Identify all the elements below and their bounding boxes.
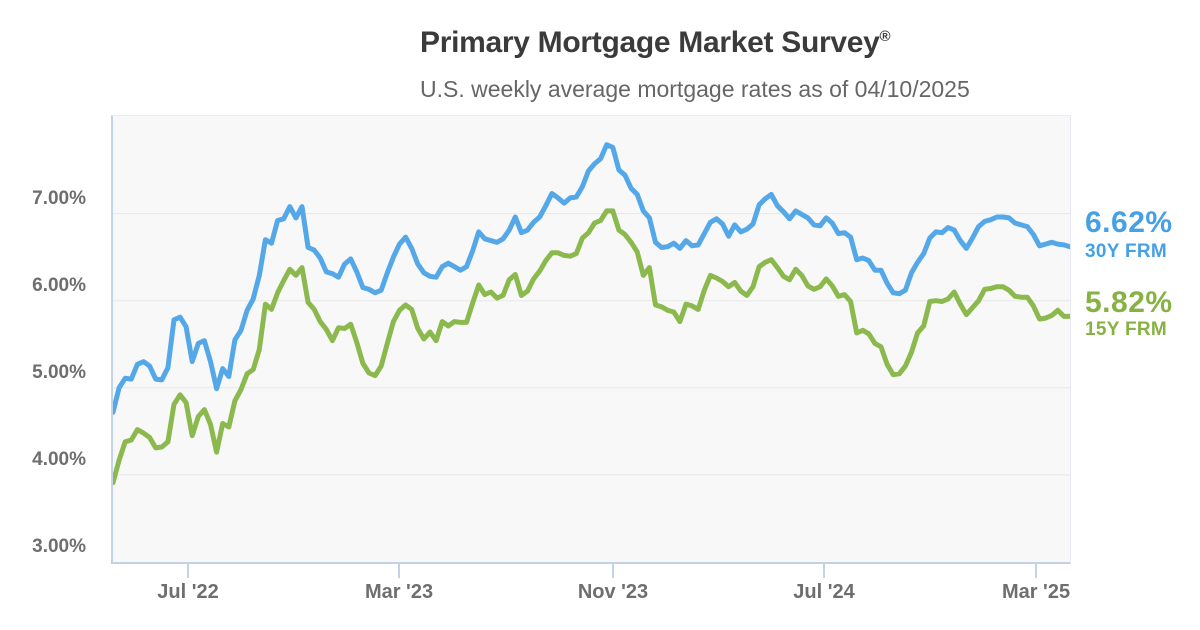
- registered-trademark-symbol: ®: [879, 28, 891, 45]
- page-title: Primary Mortgage Market Survey®: [420, 26, 891, 60]
- x-axis-label: Jul '24: [793, 581, 855, 603]
- x-axis-label: Mar '25: [1001, 581, 1071, 603]
- y-axis-label: 7.00%: [32, 188, 86, 209]
- y-axis-label: 5.00%: [32, 362, 86, 383]
- legend-15y-rate: 5.82%: [1085, 286, 1173, 319]
- x-axis-label: Mar '23: [364, 581, 434, 603]
- line-chart: [113, 142, 1070, 486]
- x-axis-label: Jul '22: [157, 581, 219, 603]
- x-axis-tick: [823, 564, 825, 578]
- series-15y-frm-line: [113, 208, 1070, 486]
- page-title-text: Primary Mortgage Market Survey: [420, 26, 880, 59]
- x-axis-tick: [1035, 564, 1037, 578]
- legend-30y-name: 30Y FRM: [1085, 241, 1167, 262]
- legend-30y-rate: 6.62%: [1085, 206, 1173, 239]
- series-30y-frm-line: [113, 142, 1070, 415]
- x-axis-tick: [398, 564, 400, 578]
- page-subtitle: U.S. weekly average mortgage rates as of…: [420, 76, 970, 102]
- x-axis-tick: [612, 564, 614, 578]
- plot-area: [111, 115, 1071, 564]
- y-axis-label: 6.00%: [32, 275, 86, 296]
- x-axis-tick: [187, 564, 189, 578]
- x-axis-label: Nov '23: [577, 581, 649, 603]
- y-axis-label: 4.00%: [32, 449, 86, 470]
- legend-15y-name: 15Y FRM: [1085, 319, 1167, 340]
- y-axis-label: 3.00%: [32, 536, 86, 557]
